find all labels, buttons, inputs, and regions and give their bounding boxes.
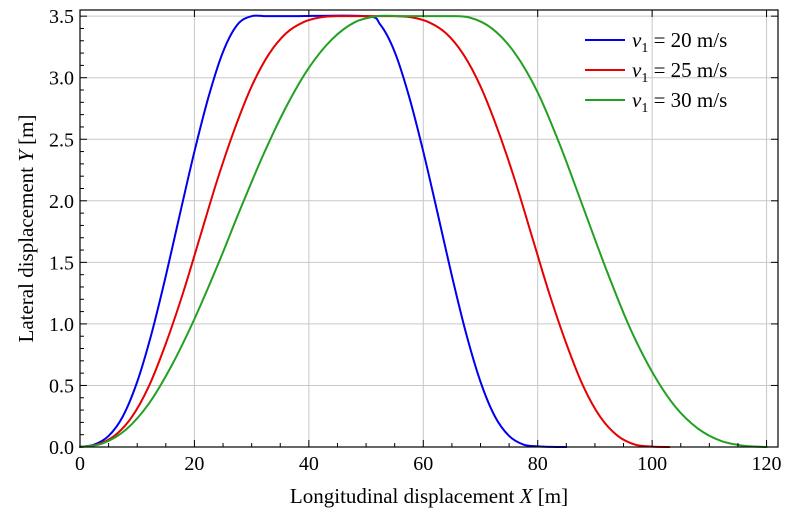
x-tick-label: 100 xyxy=(637,453,667,475)
x-tick-label: 0 xyxy=(75,453,85,475)
x-axis-label-prefix: Longitudinal displacement xyxy=(290,484,520,508)
y-axis-label: Lateral displacement Y [m] xyxy=(14,114,38,342)
x-tick-label: 20 xyxy=(184,453,204,475)
x-tick-labels: 0 20 40 60 80 100 120 xyxy=(75,453,782,475)
x-tick-label: 120 xyxy=(752,453,782,475)
legend-label-rest: = 20 m/s xyxy=(648,28,727,52)
plot-frame xyxy=(79,9,779,448)
legend: v1 = 20 m/sv1 = 25 m/sv1 = 30 m/s xyxy=(585,28,727,116)
y-tick-label: 1.5 xyxy=(49,252,74,274)
legend-label-rest: = 25 m/s xyxy=(648,58,727,82)
x-axis-label-unit: [m] xyxy=(533,484,569,508)
y-axis-label-var: Y xyxy=(14,148,38,162)
legend-label-sub: 1 xyxy=(641,101,648,116)
y-tick-label: 1.0 xyxy=(49,314,74,336)
x-tick-label: 80 xyxy=(528,453,548,475)
series-line-2 xyxy=(79,15,671,448)
x-axis-label-var: X xyxy=(519,484,534,508)
x-tick-label: 60 xyxy=(413,453,433,475)
y-tick-label: 3.5 xyxy=(49,6,74,28)
legend-label: v1 = 30 m/s xyxy=(632,88,727,116)
y-tick-label: 0.5 xyxy=(49,375,74,397)
legend-label-rest: = 30 m/s xyxy=(648,88,727,112)
legend-label-sub: 1 xyxy=(641,41,648,56)
legend-label-sub: 1 xyxy=(641,71,648,86)
x-axis-label: Longitudinal displacement X [m] xyxy=(290,484,568,508)
y-axis-label-unit: [m] xyxy=(14,114,38,150)
x-tick-label: 40 xyxy=(299,453,319,475)
y-tick-labels: 0.0 0.5 1.0 1.5 2.0 2.5 3.0 3.5 xyxy=(49,6,74,459)
y-tick-label: 2.0 xyxy=(49,191,74,213)
axis-ticks xyxy=(79,10,778,448)
y-tick-label: 3.0 xyxy=(49,68,74,90)
legend-label-var: v xyxy=(632,58,642,82)
y-tick-label: 2.5 xyxy=(49,129,74,151)
y-tick-label: 0.0 xyxy=(49,437,74,459)
legend-label: v1 = 25 m/s xyxy=(632,58,727,86)
legend-label-var: v xyxy=(632,28,642,52)
series-line-1 xyxy=(79,14,568,448)
legend-label: v1 = 20 m/s xyxy=(632,28,727,56)
legend-label-var: v xyxy=(632,88,642,112)
y-axis-label-prefix: Lateral displacement xyxy=(14,162,38,343)
